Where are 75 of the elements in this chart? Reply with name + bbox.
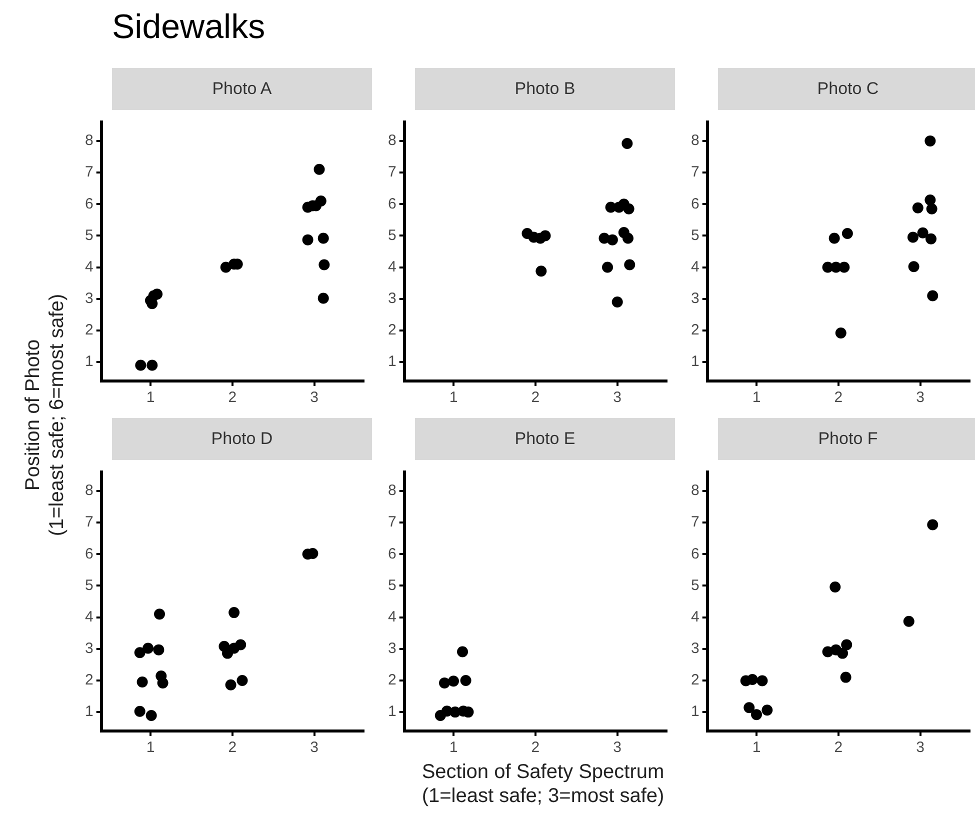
text: Sidewalks bbox=[112, 8, 266, 47]
y-tick-label: 4 bbox=[388, 608, 396, 626]
y-tick-label: 4 bbox=[691, 258, 700, 276]
y-tick-label: 4 bbox=[85, 258, 94, 276]
x-tick-label: 1 bbox=[752, 389, 761, 406]
y-tick-label: 6 bbox=[388, 545, 396, 562]
x-tick-label: 2 bbox=[228, 389, 237, 406]
y-tick-label: 5 bbox=[691, 576, 700, 594]
x-tick-label: 3 bbox=[613, 739, 622, 756]
y-tick-label: 1 bbox=[691, 703, 700, 720]
chart-title: Photo C bbox=[718, 68, 975, 110]
x-tick-label: 2 bbox=[834, 389, 843, 406]
y-tick-label: 7 bbox=[85, 514, 94, 531]
y-tick-label: 8 bbox=[85, 482, 94, 500]
y-tick-label: 4 bbox=[388, 258, 396, 276]
x-axis-title: Section of Safety Spectrum (1=least safe; 3=most safe) bbox=[422, 760, 664, 808]
y-tick-label: 8 bbox=[388, 482, 396, 500]
x-tick-label: 1 bbox=[146, 739, 155, 756]
y-tick-label: 7 bbox=[691, 514, 700, 531]
y-tick-label: 2 bbox=[85, 322, 94, 339]
x-tick-label: 1 bbox=[449, 389, 458, 406]
x-tick-label: 3 bbox=[916, 389, 925, 406]
y-tick-label: 7 bbox=[388, 164, 396, 181]
chart-title: Photo A bbox=[112, 68, 372, 110]
chart-title: Photo F bbox=[718, 418, 975, 460]
y-tick-label: 4 bbox=[691, 608, 700, 626]
y-tick-label: 3 bbox=[85, 290, 94, 308]
y-tick-label: 7 bbox=[85, 164, 94, 181]
y-tick-label: 8 bbox=[388, 132, 396, 150]
x-tick-label: 1 bbox=[752, 739, 761, 756]
x-tick-label: 2 bbox=[228, 739, 237, 756]
y-tick-label: 5 bbox=[388, 576, 396, 594]
y-tick-label: 6 bbox=[691, 195, 700, 212]
x-tick-label: 3 bbox=[310, 739, 319, 756]
x-tick-label: 3 bbox=[310, 389, 319, 406]
x-tick-label: 3 bbox=[613, 389, 622, 406]
y-tick-label: 3 bbox=[388, 290, 396, 308]
x-tick-label: 1 bbox=[449, 739, 458, 756]
y-tick-label: 7 bbox=[388, 514, 396, 531]
y-tick-label: 5 bbox=[85, 226, 94, 244]
y-tick-label: 8 bbox=[691, 132, 700, 150]
y-tick-label: 5 bbox=[691, 226, 700, 244]
y-tick-label: 1 bbox=[85, 703, 94, 720]
y-tick-label: 6 bbox=[691, 545, 700, 562]
y-tick-label: 3 bbox=[691, 640, 700, 658]
chart-title: Photo B bbox=[415, 68, 675, 110]
chart-title: Photo E bbox=[415, 418, 675, 460]
y-tick-label: 6 bbox=[85, 195, 94, 212]
x-tick-label: 2 bbox=[531, 389, 540, 406]
y-tick-label: 2 bbox=[691, 672, 700, 689]
y-tick-label: 5 bbox=[388, 226, 396, 244]
y-tick-label: 1 bbox=[85, 353, 94, 370]
y-tick-label: 7 bbox=[691, 164, 700, 181]
y-axis-title: Position of Photo (1=least safe; 6=most safe) bbox=[21, 294, 69, 536]
x-tick-label: 1 bbox=[146, 389, 155, 406]
y-tick-label: 2 bbox=[388, 322, 396, 339]
y-tick-label: 1 bbox=[388, 703, 396, 720]
y-tick-label: 4 bbox=[85, 608, 94, 626]
x-tick-label: 2 bbox=[531, 739, 540, 756]
chart-title: Photo D bbox=[112, 418, 372, 460]
y-tick-label: 6 bbox=[85, 545, 94, 562]
y-tick-label: 8 bbox=[85, 132, 94, 150]
y-tick-label: 2 bbox=[85, 672, 94, 689]
y-tick-label: 3 bbox=[691, 290, 700, 308]
x-tick-label: 3 bbox=[916, 739, 925, 756]
y-tick-label: 3 bbox=[388, 640, 396, 658]
y-tick-label: 2 bbox=[388, 672, 396, 689]
y-tick-label: 3 bbox=[85, 640, 94, 658]
y-tick-label: 2 bbox=[691, 322, 700, 339]
y-tick-label: 5 bbox=[85, 576, 94, 594]
y-tick-label: 1 bbox=[691, 353, 700, 370]
x-tick-label: 2 bbox=[834, 739, 843, 756]
y-tick-label: 8 bbox=[691, 482, 700, 500]
y-tick-label: 6 bbox=[388, 195, 396, 212]
y-tick-label: 1 bbox=[388, 353, 396, 370]
